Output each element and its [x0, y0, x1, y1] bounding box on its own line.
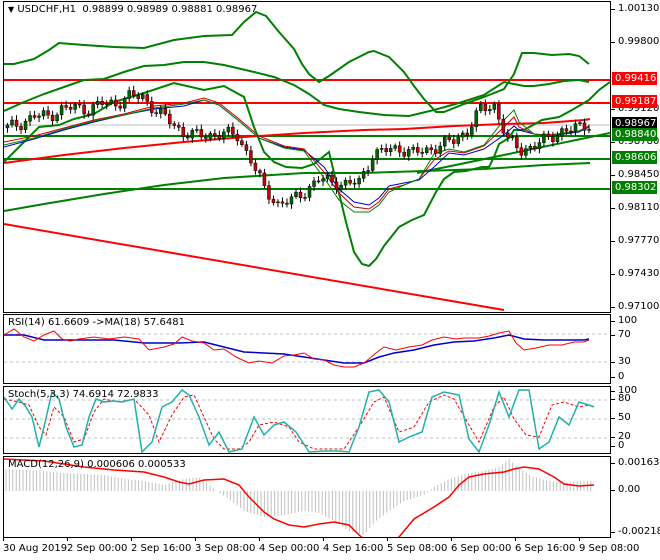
macd-tick: 0.00 — [610, 484, 640, 495]
price-tick: 0.98110 — [610, 202, 659, 213]
bollinger-middle — [4, 61, 590, 118]
time-tick: 6 Sep 16:00 — [515, 537, 575, 554]
price-label-support-1: 0.98840 — [612, 128, 657, 141]
price-tick: 0.97770 — [610, 235, 659, 246]
rsi-tick: 70 — [611, 329, 631, 340]
ma-blue — [4, 99, 590, 206]
rsi-tick: 0 — [610, 371, 624, 382]
stochastic-axis: 100 80 50 20 0 — [610, 385, 660, 455]
macd-signal-line — [4, 458, 595, 537]
price-label-support-3: 0.98302 — [612, 181, 657, 194]
stoch-tick: 80 — [611, 393, 631, 404]
time-axis: 30 Aug 2019 2 Sep 00:00 2 Sep 16:00 3 Se… — [0, 537, 660, 560]
price-tick: 0.98450 — [610, 169, 659, 180]
price-tick: 0.97100 — [610, 301, 659, 312]
time-tick: 2 Sep 16:00 — [131, 537, 191, 554]
red-trendline — [4, 223, 505, 311]
macd-title: MACD(12,26,9) 0.000606 0.000533 — [8, 459, 186, 470]
price-plot — [4, 10, 610, 311]
rsi-tick: 30 — [611, 356, 631, 367]
triangle-down-icon[interactable]: ▼ — [8, 5, 15, 14]
macd-histogram — [5, 459, 592, 535]
symbol-label: USDCHF,H1 — [17, 4, 77, 15]
price-tick: 0.99120 — [610, 103, 659, 114]
candlesticks — [5, 85, 591, 209]
long-ma-red — [4, 118, 591, 164]
rsi-axis: 100 70 30 0 — [610, 313, 660, 385]
time-tick: 2 Sep 00:00 — [67, 537, 127, 554]
bollinger-lower — [4, 81, 610, 268]
price-axis: 1.00130 0.99800 0.99120 0.98780 0.98450 … — [610, 0, 660, 313]
time-tick: 30 Aug 2019 — [3, 537, 67, 554]
time-tick: 4 Sep 00:00 — [259, 537, 319, 554]
stoch-tick: 0 — [610, 440, 624, 451]
price-tick: 0.99800 — [610, 36, 659, 47]
time-tick: 9 Sep 08:00 — [579, 537, 639, 554]
time-tick: 5 Sep 08:00 — [387, 537, 447, 554]
rsi-pane[interactable]: RSI(14) 61.6609 ->MA(18) 57.6481 — [3, 314, 611, 384]
long-ma-green — [4, 162, 591, 212]
stoch-tick: 50 — [611, 412, 631, 423]
price-label-support-2: 0.98606 — [612, 151, 657, 164]
macd-pane[interactable]: MACD(12,26,9) 0.000606 0.000533 — [3, 456, 611, 538]
macd-axis: 0.001636 0.00 -0.002189 — [610, 455, 660, 540]
price-label-resistance-1: 0.99416 — [612, 72, 657, 85]
macd-tick: 0.001636 — [611, 457, 660, 468]
macd-tick: -0.002189 — [610, 526, 660, 537]
ma-green-thin — [4, 99, 590, 213]
rsi-line — [4, 328, 590, 368]
stoch-tick: 20 — [611, 431, 631, 442]
stoch-main-line — [4, 388, 595, 453]
price-chart-pane[interactable]: ▼ USDCHF,H1 0.98899 0.98989 0.98881 0.98… — [3, 1, 611, 313]
rsi-tick: 100 — [610, 315, 637, 326]
rsi-title: RSI(14) 61.6609 ->MA(18) 57.6481 — [8, 317, 185, 328]
price-tick: 0.98780 — [610, 136, 659, 147]
price-tick: 0.97430 — [610, 268, 659, 279]
stochastic-pane[interactable]: Stoch(5,3,3) 74.6914 72.9833 — [3, 386, 611, 454]
rsi-ma-line — [4, 334, 590, 364]
price-label-resistance-2: 0.99187 — [612, 95, 657, 108]
time-tick: 6 Sep 00:00 — [451, 537, 511, 554]
ma-red — [4, 97, 590, 210]
stoch-tick: 100 — [610, 385, 637, 396]
time-tick: 3 Sep 08:00 — [195, 537, 255, 554]
price-label-current: 0.98967 — [612, 117, 657, 130]
green-trendline — [416, 132, 610, 174]
price-tick: 1.00130 — [610, 3, 659, 14]
time-tick: 4 Sep 16:00 — [323, 537, 383, 554]
stochastic-plot — [4, 388, 610, 453]
stoch-signal-line — [4, 394, 590, 450]
stochastic-title: Stoch(5,3,3) 74.6914 72.9833 — [8, 389, 159, 400]
rsi-plot — [4, 328, 610, 368]
macd-plot — [4, 458, 595, 537]
bollinger-upper — [4, 10, 590, 113]
chart-title: ▼ USDCHF,H1 0.98899 0.98989 0.98881 0.98… — [8, 4, 257, 15]
ohlc-values: 0.98899 0.98989 0.98881 0.98967 — [82, 4, 258, 15]
